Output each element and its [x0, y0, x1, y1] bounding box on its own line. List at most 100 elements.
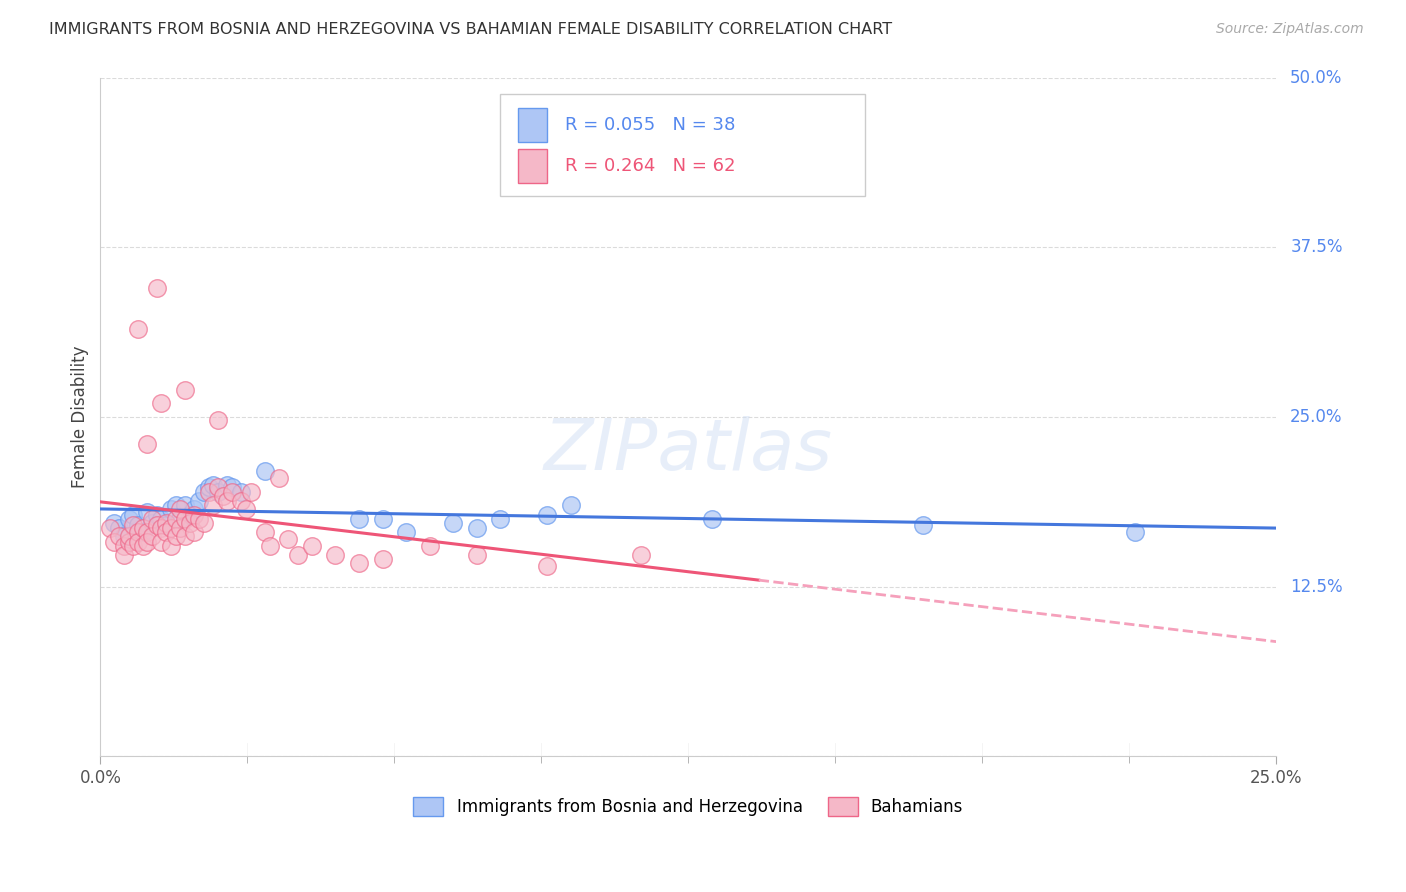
Point — [174, 512, 197, 526]
Point — [188, 494, 211, 508]
Point — [287, 549, 309, 563]
Point — [108, 529, 131, 543]
Point — [441, 516, 464, 530]
Point — [146, 281, 169, 295]
Text: 25.0%: 25.0% — [1291, 408, 1343, 425]
Point — [160, 521, 183, 535]
Point — [112, 539, 135, 553]
Point — [912, 518, 935, 533]
Point — [141, 529, 163, 543]
Point — [127, 534, 149, 549]
Point — [347, 512, 370, 526]
Point — [188, 512, 211, 526]
Point — [141, 516, 163, 530]
Point — [347, 557, 370, 571]
Legend: Immigrants from Bosnia and Herzegovina, Bahamians: Immigrants from Bosnia and Herzegovina, … — [406, 790, 970, 822]
Point — [160, 539, 183, 553]
Point — [122, 518, 145, 533]
Point — [122, 508, 145, 522]
Point — [217, 477, 239, 491]
Point — [239, 484, 262, 499]
Point — [253, 525, 276, 540]
Point — [183, 508, 205, 522]
Point — [155, 525, 177, 540]
Point — [700, 512, 723, 526]
Point — [136, 534, 159, 549]
Point — [122, 539, 145, 553]
Point — [146, 518, 169, 533]
Text: 12.5%: 12.5% — [1291, 578, 1343, 596]
Point — [174, 498, 197, 512]
Point — [207, 484, 229, 499]
Point — [193, 516, 215, 530]
Point — [169, 521, 191, 535]
Point — [465, 549, 488, 563]
Point — [127, 321, 149, 335]
Point — [207, 412, 229, 426]
Point — [103, 516, 125, 530]
Point — [202, 477, 225, 491]
Text: Source: ZipAtlas.com: Source: ZipAtlas.com — [1216, 22, 1364, 37]
Point — [253, 464, 276, 478]
Point — [301, 539, 323, 553]
Point — [150, 512, 173, 526]
Point — [259, 539, 281, 553]
Bar — [517, 108, 547, 142]
Point — [112, 549, 135, 563]
Point — [146, 508, 169, 522]
Text: IMMIGRANTS FROM BOSNIA AND HERZEGOVINA VS BAHAMIAN FEMALE DISABILITY CORRELATION: IMMIGRANTS FROM BOSNIA AND HERZEGOVINA V… — [49, 22, 893, 37]
Point — [179, 516, 201, 530]
Point — [267, 471, 290, 485]
Text: R = 0.055   N = 38: R = 0.055 N = 38 — [565, 116, 735, 134]
Point — [108, 521, 131, 535]
Text: R = 0.264   N = 62: R = 0.264 N = 62 — [565, 157, 735, 175]
Point — [169, 512, 191, 526]
Point — [127, 518, 149, 533]
Point — [103, 534, 125, 549]
Point — [371, 512, 394, 526]
Point — [150, 396, 173, 410]
Point — [155, 516, 177, 530]
FancyBboxPatch shape — [501, 95, 865, 196]
Point — [136, 505, 159, 519]
Point — [235, 502, 257, 516]
Point — [197, 481, 219, 495]
Point — [131, 521, 153, 535]
Point — [183, 525, 205, 540]
Point — [371, 552, 394, 566]
Point — [169, 502, 191, 516]
Point — [117, 529, 139, 543]
Text: 37.5%: 37.5% — [1291, 238, 1343, 256]
Point — [197, 484, 219, 499]
Point — [202, 498, 225, 512]
Point — [174, 383, 197, 397]
Point — [160, 502, 183, 516]
Point — [174, 529, 197, 543]
Point — [150, 521, 173, 535]
Point — [221, 484, 243, 499]
Y-axis label: Female Disability: Female Disability — [72, 345, 89, 488]
Point — [165, 512, 187, 526]
Point — [395, 525, 418, 540]
Point — [221, 481, 243, 495]
Point — [117, 512, 139, 526]
Point — [127, 525, 149, 540]
Point — [489, 512, 512, 526]
Point — [155, 518, 177, 533]
Point — [536, 559, 558, 574]
Point — [136, 437, 159, 451]
Point — [112, 529, 135, 543]
Point — [117, 534, 139, 549]
Point — [630, 549, 652, 563]
Point — [560, 498, 582, 512]
Point — [465, 521, 488, 535]
Point — [183, 502, 205, 516]
Point — [165, 498, 187, 512]
Point — [1123, 525, 1146, 540]
Point — [277, 532, 299, 546]
Point — [231, 484, 253, 499]
Point — [419, 539, 441, 553]
Point — [136, 525, 159, 540]
Point — [150, 534, 173, 549]
Point — [211, 489, 233, 503]
